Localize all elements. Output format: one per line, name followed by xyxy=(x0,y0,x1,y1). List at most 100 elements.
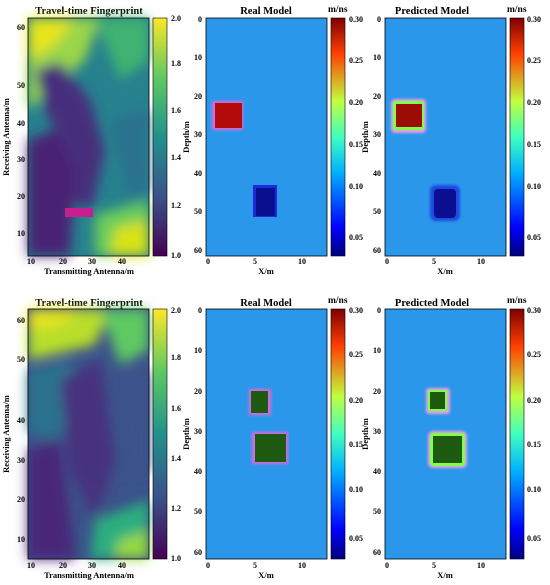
svg-text:0.15: 0.15 xyxy=(349,440,363,449)
svg-text:5: 5 xyxy=(432,561,436,570)
svg-text:10: 10 xyxy=(17,229,25,238)
svg-text:0: 0 xyxy=(385,257,389,266)
svg-text:40: 40 xyxy=(373,169,381,178)
panel-title: Predicted Model xyxy=(395,6,469,17)
colorbar-velocity: m/ns 0.30 0.25 0.20 0.15 0.10 0.05 xyxy=(328,5,363,257)
svg-text:0: 0 xyxy=(377,306,381,315)
svg-text:10: 10 xyxy=(477,257,485,266)
svg-text:50: 50 xyxy=(17,355,25,364)
svg-text:0.20: 0.20 xyxy=(527,98,541,107)
svg-text:40: 40 xyxy=(118,561,126,570)
svg-text:1.8: 1.8 xyxy=(171,353,181,362)
svg-text:10: 10 xyxy=(298,257,306,266)
panel-real-model-2: Real Model 0 10 20 30 40 50 60 0 5 10 X/m De… xyxy=(181,296,363,580)
x-axis-label: X/m xyxy=(437,570,453,580)
svg-text:20: 20 xyxy=(59,561,67,570)
svg-text:30: 30 xyxy=(373,427,381,436)
svg-text:20: 20 xyxy=(17,192,25,201)
panel-title: Real Model xyxy=(240,6,292,17)
svg-text:40: 40 xyxy=(194,467,202,476)
colorbar-fingerprint: 2.0 1.8 1.6 1.4 1.2 1.0 xyxy=(152,306,181,563)
svg-text:10: 10 xyxy=(27,257,35,266)
svg-text:0.05: 0.05 xyxy=(527,534,541,543)
svg-text:0.15: 0.15 xyxy=(527,440,541,449)
svg-text:1.0: 1.0 xyxy=(171,251,181,260)
svg-text:0: 0 xyxy=(206,561,210,570)
colorbar-velocity: m/ns 0.30 0.25 0.20 0.15 0.10 0.05 xyxy=(507,296,541,560)
svg-text:10: 10 xyxy=(194,346,202,355)
colorbar-unit: m/ns xyxy=(507,296,527,306)
svg-text:0.05: 0.05 xyxy=(349,534,363,543)
svg-text:0: 0 xyxy=(385,561,389,570)
panel-real-model-1: Real Model 0 10 20 30 40 50 60 0 5 10 X/m De… xyxy=(181,5,363,276)
anomaly-high xyxy=(215,103,242,128)
svg-text:0.25: 0.25 xyxy=(527,56,541,65)
svg-text:0: 0 xyxy=(206,257,210,266)
svg-text:10: 10 xyxy=(298,561,306,570)
x-ticks: 10 20 30 40 xyxy=(27,257,126,266)
svg-text:1.2: 1.2 xyxy=(171,201,181,210)
svg-text:5: 5 xyxy=(253,561,257,570)
y-axis-label: Receiving Antenna/m xyxy=(1,395,11,473)
velocity-background xyxy=(206,18,327,256)
svg-text:0.15: 0.15 xyxy=(527,140,541,149)
svg-text:20: 20 xyxy=(194,92,202,101)
svg-text:0.20: 0.20 xyxy=(527,396,541,405)
x-axis-label: X/m xyxy=(437,266,453,276)
svg-text:60: 60 xyxy=(17,316,25,325)
colorbar-unit: m/ns xyxy=(328,5,348,15)
svg-text:30: 30 xyxy=(373,130,381,139)
svg-text:0.25: 0.25 xyxy=(349,56,363,65)
colorbar-unit: m/ns xyxy=(328,296,348,306)
y-axis-label: Receiving Antenna/m xyxy=(1,98,11,176)
svg-text:0: 0 xyxy=(198,306,202,315)
svg-text:30: 30 xyxy=(17,456,25,465)
y-axis-label: Depth/m xyxy=(360,121,370,153)
y-axis-label: Depth/m xyxy=(181,418,191,450)
panel-fingerprint-2: Travel-time Fingerprint 10 20 30 40 50 60 1… xyxy=(1,298,181,580)
panel-title: Travel-time Fingerprint xyxy=(35,298,143,309)
y-ticks: 10 20 30 40 50 60 xyxy=(17,23,25,238)
svg-text:50: 50 xyxy=(17,81,25,90)
panel-title: Real Model xyxy=(240,298,292,309)
svg-text:60: 60 xyxy=(373,548,381,557)
svg-text:5: 5 xyxy=(253,257,257,266)
svg-text:60: 60 xyxy=(373,246,381,255)
svg-text:0.20: 0.20 xyxy=(349,98,363,107)
svg-text:20: 20 xyxy=(373,387,381,396)
svg-text:30: 30 xyxy=(194,130,202,139)
svg-text:0.20: 0.20 xyxy=(349,396,363,405)
svg-text:10: 10 xyxy=(373,53,381,62)
svg-text:0: 0 xyxy=(377,15,381,24)
svg-text:10: 10 xyxy=(17,535,25,544)
svg-text:0.10: 0.10 xyxy=(527,485,541,494)
svg-text:50: 50 xyxy=(373,507,381,516)
svg-text:0.25: 0.25 xyxy=(527,350,541,359)
svg-text:0.05: 0.05 xyxy=(349,233,363,242)
svg-text:40: 40 xyxy=(17,416,25,425)
svg-text:2.0: 2.0 xyxy=(171,14,181,23)
svg-text:10: 10 xyxy=(373,346,381,355)
panel-fingerprint-1: Travel-time Fingerprint 10 20 30 40 50 6… xyxy=(1,6,181,276)
panel-title: Predicted Model xyxy=(395,298,469,309)
svg-text:20: 20 xyxy=(59,257,67,266)
svg-text:1.6: 1.6 xyxy=(171,404,181,413)
svg-text:40: 40 xyxy=(118,257,126,266)
anomaly-low xyxy=(256,188,275,216)
x-axis-label: Transmitting Antenna/m xyxy=(44,266,134,276)
svg-text:1.6: 1.6 xyxy=(171,106,181,115)
svg-text:60: 60 xyxy=(194,548,202,557)
panel-title: Travel-time Fingerprint xyxy=(35,6,143,17)
svg-text:10: 10 xyxy=(194,53,202,62)
svg-text:0.30: 0.30 xyxy=(527,306,541,315)
svg-text:0.15: 0.15 xyxy=(349,140,363,149)
svg-text:30: 30 xyxy=(88,257,96,266)
svg-text:40: 40 xyxy=(194,169,202,178)
colorbar-velocity: m/ns 0.30 0.25 0.20 0.15 0.10 0.05 xyxy=(507,5,541,257)
x-axis-label: X/m xyxy=(258,570,274,580)
svg-text:0.30: 0.30 xyxy=(349,306,363,315)
y-axis-label: Depth/m xyxy=(360,418,370,450)
svg-text:1.4: 1.4 xyxy=(171,454,181,463)
svg-text:50: 50 xyxy=(373,207,381,216)
